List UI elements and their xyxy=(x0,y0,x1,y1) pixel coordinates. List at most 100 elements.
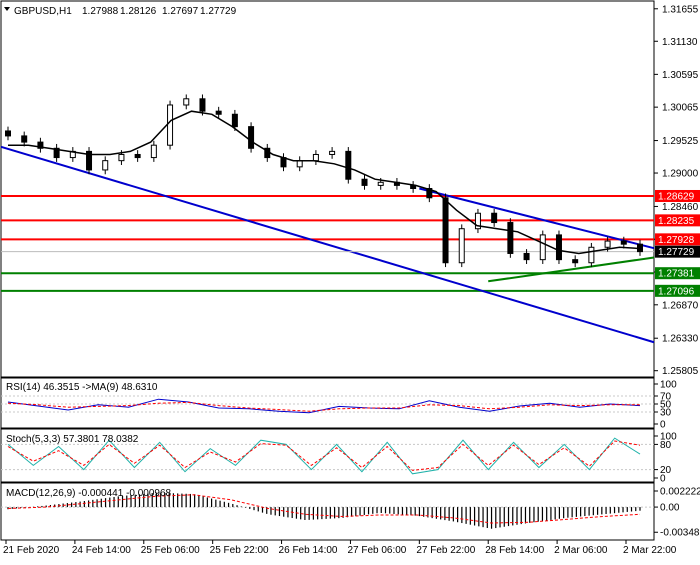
price-tick-label: 1.29525 xyxy=(662,136,699,147)
price-tick-label: 1.31655 xyxy=(662,4,699,15)
trend-line-1 xyxy=(0,145,655,344)
candle xyxy=(296,156,303,172)
current-price-tag: 1.27729 xyxy=(658,247,695,258)
candle xyxy=(555,230,562,264)
resistance-tag-3-bg xyxy=(655,233,700,246)
stoch-panel xyxy=(0,428,655,483)
candle xyxy=(21,131,28,147)
trend-line-2 xyxy=(419,187,655,250)
time-tick-label: 26 Feb 14:00 xyxy=(279,545,338,556)
indicator-tick-label: 0 xyxy=(660,474,666,485)
candle xyxy=(183,94,190,110)
candle-body xyxy=(86,150,93,171)
candle-body xyxy=(150,144,157,159)
candle xyxy=(248,122,255,153)
candle xyxy=(329,147,336,159)
support-tag-2-bg xyxy=(655,284,700,297)
candle xyxy=(393,177,400,190)
time-tick-label: 27 Feb 06:00 xyxy=(347,545,406,556)
resistance-tag-1-bg xyxy=(655,189,700,202)
candle xyxy=(345,147,352,184)
resistance-tag-3: 1.27928 xyxy=(658,235,695,246)
candle-body xyxy=(248,126,255,149)
support-tag-1-bg xyxy=(655,267,700,280)
candle-body xyxy=(377,181,384,186)
candle-body xyxy=(458,228,465,264)
time-tick-label: 27 Feb 22:00 xyxy=(416,545,475,556)
price-tick-label: 1.29000 xyxy=(662,169,699,180)
candle xyxy=(572,255,579,268)
time-tick-label: 28 Feb 14:00 xyxy=(485,545,544,556)
candle xyxy=(231,109,238,131)
candle-body xyxy=(183,98,190,106)
macd-tick-label: 0.002222 xyxy=(660,487,700,498)
resistance-tag-2-bg xyxy=(655,214,700,227)
time-tick-label: 2 Mar 06:00 xyxy=(554,545,608,556)
candle-body xyxy=(604,240,611,248)
candle-body xyxy=(231,113,238,128)
ohlc-close: 1.27729 xyxy=(200,6,237,17)
macd-signal-line xyxy=(7,494,641,524)
candle xyxy=(53,143,60,162)
macd-tick-label: -0.003481 xyxy=(660,528,700,539)
price-tick-label: 1.25805 xyxy=(662,366,699,377)
price-series-layer xyxy=(5,94,643,268)
ohlc-high: 1.28126 xyxy=(120,6,157,17)
candle xyxy=(134,150,141,162)
macd-panel xyxy=(0,482,655,541)
candle-body xyxy=(523,252,530,261)
support-tag-2: 1.27096 xyxy=(658,286,695,297)
main-price-panel xyxy=(0,0,655,378)
price-tags-layer: 1.28629 1.28235 1.27928 1.27381 1.27096 1.277… xyxy=(655,189,700,297)
stoch-title: Stoch(5,3,3) 57.3801 78.0382 xyxy=(6,434,139,445)
trend-line-3 xyxy=(488,256,655,283)
candle-body xyxy=(361,178,368,186)
price-tick-label: 1.26870 xyxy=(662,300,699,311)
indicator-tick-label: 70 xyxy=(660,392,672,403)
candle xyxy=(167,100,174,150)
moving-average-line xyxy=(8,110,641,255)
current-price-tag-bg xyxy=(655,245,700,258)
symbol-label: GBPUSD,H1 xyxy=(14,6,72,17)
time-tick-label: 2 Mar 22:00 xyxy=(623,545,677,556)
candle xyxy=(86,147,93,175)
rsi-title: RSI(14) 46.3515 ->MA(9) 48.6310 xyxy=(6,382,158,393)
indicator-tick-label: 30 xyxy=(660,408,672,419)
candle xyxy=(69,147,76,162)
indicator-line-1 xyxy=(7,398,641,414)
macd-tick-label: 0.00 xyxy=(660,503,680,514)
ohlc-open: 1.27988 xyxy=(82,6,119,17)
price-tick-label: 1.31130 xyxy=(662,37,698,48)
candle-body xyxy=(572,259,579,264)
time-tick-label: 24 Feb 14:00 xyxy=(72,545,131,556)
candle-body xyxy=(329,150,336,155)
candle xyxy=(523,249,530,264)
candle xyxy=(102,156,109,175)
support-tag-1: 1.27381 xyxy=(658,269,695,280)
price-tick-label: 1.30065 xyxy=(662,103,699,114)
indicator-tick-label: 0 xyxy=(660,420,666,431)
candle-body xyxy=(21,135,28,143)
candle-body xyxy=(588,246,595,264)
candle-body xyxy=(37,141,44,149)
macd-series-layer: 0.002222 0.00 -0.003481 xyxy=(1,487,700,539)
candle xyxy=(280,153,287,172)
resistance-tag-2: 1.28235 xyxy=(658,216,695,227)
candle-body xyxy=(442,197,449,264)
price-tick-label: 1.26330 xyxy=(662,334,699,345)
candle-body xyxy=(167,104,174,146)
candle xyxy=(312,150,319,165)
candle xyxy=(474,208,481,234)
candle xyxy=(410,181,417,193)
candle-body xyxy=(296,160,303,168)
candle-body xyxy=(215,110,222,115)
candle xyxy=(5,126,11,141)
collapse-triangle-icon[interactable] xyxy=(4,7,10,11)
indicator-tick-label: 80 xyxy=(660,440,672,451)
candle-body xyxy=(491,212,498,224)
indicator-tick-label: 50 xyxy=(660,400,672,411)
candle xyxy=(150,140,157,162)
candle-body xyxy=(539,234,546,261)
indicator-tick-label: 100 xyxy=(660,432,677,443)
